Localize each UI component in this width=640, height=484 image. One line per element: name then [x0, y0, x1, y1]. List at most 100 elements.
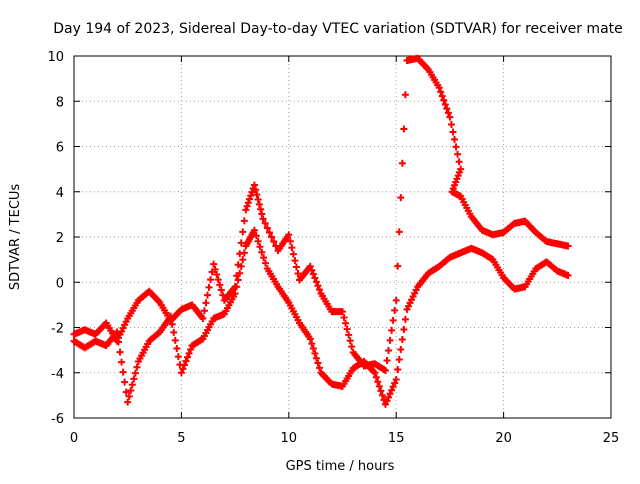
data-marker — [400, 125, 408, 133]
data-marker — [395, 228, 403, 236]
data-marker — [173, 345, 181, 353]
data-point — [242, 206, 250, 214]
data-marker — [170, 328, 178, 336]
data-marker — [119, 368, 127, 376]
data-marker — [388, 326, 396, 334]
data-marker — [440, 96, 448, 104]
data-marker — [268, 233, 276, 241]
data-marker — [182, 357, 190, 365]
data-marker — [397, 194, 405, 202]
data-point — [250, 226, 258, 234]
data-marker — [128, 381, 136, 389]
data-marker — [385, 346, 393, 354]
data-marker — [261, 259, 269, 267]
data-marker — [394, 262, 402, 270]
data-marker — [125, 392, 133, 400]
y-tick-label: 10 — [47, 50, 64, 65]
data-marker — [127, 387, 135, 395]
y-tick-label: 0 — [56, 276, 64, 291]
data-point — [435, 84, 443, 92]
data-marker — [343, 325, 351, 333]
data-marker — [391, 379, 399, 387]
data-marker — [270, 238, 278, 246]
x-tick-label: 5 — [177, 431, 185, 446]
data-marker — [311, 349, 319, 357]
data-marker — [180, 361, 188, 369]
data-marker — [171, 336, 179, 344]
data-marker — [454, 150, 462, 158]
data-marker — [291, 257, 299, 265]
data-marker — [116, 348, 124, 356]
x-tick-label: 10 — [281, 431, 298, 446]
data-marker — [213, 270, 221, 278]
data-marker — [246, 195, 254, 203]
data-marker — [187, 345, 195, 353]
y-tick-label: -4 — [51, 367, 64, 382]
data-marker — [342, 319, 350, 327]
y-tick-label: 8 — [56, 95, 64, 110]
data-marker — [401, 315, 409, 323]
data-marker — [252, 186, 260, 194]
data-marker — [292, 263, 300, 271]
data-point — [371, 369, 379, 377]
y-axis-label: SDTVAR / TECUs — [8, 184, 23, 291]
data-marker — [309, 270, 317, 278]
x-tick-label: 25 — [603, 431, 620, 446]
data-marker — [254, 196, 262, 204]
data-marker — [377, 387, 385, 395]
data-marker — [308, 340, 316, 348]
x-axis-label: GPS time / hours — [286, 459, 395, 474]
data-point — [210, 260, 218, 268]
data-marker — [383, 397, 391, 405]
data-marker — [286, 237, 294, 245]
data-marker — [314, 282, 322, 290]
chart-title: Day 194 of 2023, Sidereal Day-to-day VTE… — [53, 21, 623, 37]
tick-layer: 0 5 10 15 20 25 -6 -4 -2 0 2 4 6 8 10 — [47, 50, 619, 446]
data-marker — [386, 390, 394, 398]
data-marker — [118, 358, 126, 366]
data-marker — [258, 248, 266, 256]
data-point — [306, 335, 314, 343]
data-marker — [388, 386, 396, 394]
data-marker — [217, 286, 225, 294]
data-marker — [309, 345, 317, 353]
data-marker — [216, 281, 224, 289]
data-marker — [247, 192, 255, 200]
data-layer — [70, 54, 572, 408]
data-marker — [312, 354, 320, 362]
data-marker — [389, 383, 397, 391]
data-marker — [261, 219, 269, 227]
data-marker — [236, 250, 244, 258]
data-marker — [174, 353, 182, 361]
data-marker — [340, 313, 348, 321]
data-marker — [255, 200, 263, 208]
data-marker — [253, 191, 261, 199]
data-marker — [244, 199, 252, 207]
data-marker — [398, 159, 406, 167]
data-point — [259, 215, 267, 223]
data-marker — [374, 378, 382, 386]
data-marker — [239, 228, 247, 236]
data-marker — [130, 375, 138, 383]
data-point — [231, 283, 239, 291]
data-marker — [443, 105, 451, 113]
data-marker — [391, 306, 399, 314]
data-marker — [386, 336, 394, 344]
data-marker — [122, 388, 130, 396]
y-tick-label: 4 — [56, 186, 64, 201]
data-marker — [395, 355, 403, 363]
data-marker — [256, 243, 264, 251]
data-point — [285, 231, 293, 239]
data-marker — [385, 393, 393, 401]
data-marker — [455, 158, 463, 166]
data-marker — [294, 270, 302, 278]
data-marker — [200, 307, 208, 315]
grid-layer — [74, 56, 611, 418]
data-marker — [389, 316, 397, 324]
series-sdtvar-upper — [70, 54, 572, 374]
data-marker — [289, 250, 297, 258]
data-marker — [398, 335, 406, 343]
data-marker — [378, 391, 386, 399]
y-tick-label: -2 — [51, 322, 64, 337]
